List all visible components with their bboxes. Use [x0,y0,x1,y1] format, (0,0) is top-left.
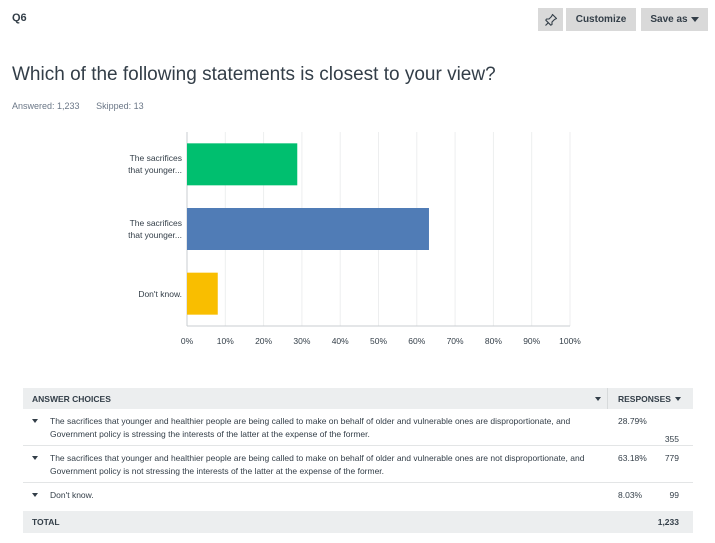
total-row: TOTAL 1,233 [23,510,693,533]
save-as-label: Save as [650,14,688,25]
customize-button[interactable]: Customize [566,8,636,31]
chevron-down-icon [690,17,699,22]
x-tick-label: 80% [485,336,502,346]
expand-caret-icon[interactable] [32,493,38,497]
response-cell: 63.18% 779 [608,446,693,482]
answer-choice-text: The sacrifices that younger and healthie… [50,453,585,476]
expand-caret-icon[interactable] [32,419,38,423]
response-count[interactable]: 779 [664,453,679,463]
answer-choice-text: Don't know. [50,490,94,500]
x-tick-label: 70% [447,336,464,346]
x-tick-label: 100% [559,336,581,346]
x-tick-label: 30% [293,336,310,346]
pin-icon [544,13,557,26]
y-category-label-line: that younger... [128,165,182,176]
sort-caret-icon [595,396,601,401]
total-label: TOTAL [32,516,60,527]
question-number: Q6 [12,12,27,24]
sort-caret-icon [674,396,681,401]
bar[interactable] [187,208,429,250]
x-tick-label: 10% [217,336,234,346]
table-row: The sacrifices that younger and healthie… [23,446,693,483]
y-category-label-line: The sacrifices [129,218,182,228]
answer-choice-cell: Don't know. [23,483,608,507]
x-tick-label: 90% [523,336,540,346]
answered-count: Answered: 1,233 [12,101,80,111]
answer-choice-text: The sacrifices that younger and healthie… [50,416,571,439]
response-stats: Answered: 1,233 Skipped: 13 [12,101,158,111]
answer-choice-cell: The sacrifices that younger and healthie… [23,409,608,445]
pin-button[interactable] [538,8,563,31]
table-row: The sacrifices that younger and healthie… [23,409,693,446]
bar-chart: 0% 10% 20% 30% 40% 50% 60% 70% 80% 90% 100% [181,132,581,346]
y-category-label: The sacrifices that younger... [62,152,182,176]
responses-header-label: RESPONSES [618,393,671,404]
expand-caret-icon[interactable] [32,456,38,460]
answer-choices-header[interactable]: ANSWER CHOICES [23,388,608,409]
response-percent: 63.18% [618,453,647,463]
response-cell: 8.03% 99 [608,483,693,507]
answer-choices-header-label: ANSWER CHOICES [32,393,111,404]
answer-choice-cell: The sacrifices that younger and healthie… [23,446,608,482]
response-count[interactable]: 99 [669,490,679,500]
bar[interactable] [187,272,218,315]
x-tick-label: 0% [181,336,194,346]
table-header: ANSWER CHOICES RESPONSES [23,388,693,409]
x-tick-label: 40% [332,336,349,346]
skipped-count: Skipped: 13 [96,101,144,111]
response-count[interactable]: 355 [664,433,679,444]
bar[interactable] [187,143,298,186]
x-tick-label: 20% [255,336,272,346]
table-row: Don't know. 8.03% 99 [23,483,693,507]
response-percent: 28.79% [618,416,647,426]
y-category-label: The sacrifices that younger... [62,217,182,241]
y-category-label-line: The sacrifices [129,153,182,164]
total-value: 1,233 [657,516,679,527]
question-title: Which of the following statements is clo… [12,64,496,85]
save-as-button[interactable]: Save as [641,8,708,31]
y-category-label: Don't know. [62,288,182,300]
response-cell: 28.79% 355 [608,409,693,445]
responses-header[interactable]: RESPONSES [608,394,693,404]
y-category-label-line: that younger... [128,230,182,240]
x-tick-label: 50% [370,336,387,346]
x-tick-label: 60% [408,336,425,346]
y-category-label-line: Don't know. [138,288,182,299]
response-percent: 8.03% [618,490,643,500]
answer-table: ANSWER CHOICES RESPONSES The sacrifices … [23,388,693,533]
